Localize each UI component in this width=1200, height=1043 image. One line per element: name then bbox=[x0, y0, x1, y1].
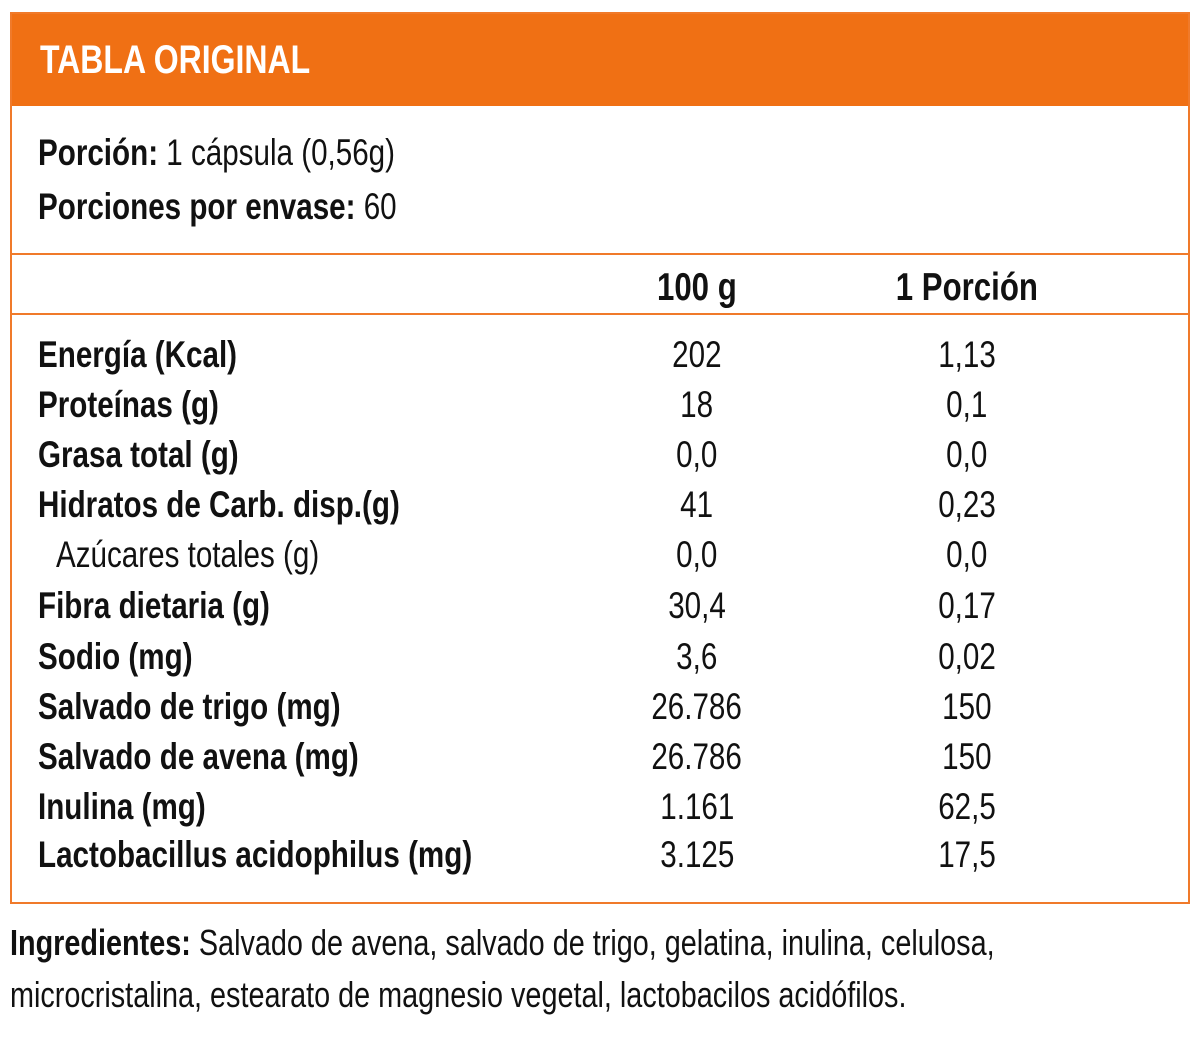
table-row: Lactobacillus acidophilus (mg) 3.125 17,… bbox=[12, 834, 1188, 884]
value-portion: 17,5 bbox=[938, 834, 996, 875]
table-row: Inulina (mg) 1.161 62,5 bbox=[12, 786, 1188, 836]
table-row: Hidratos de Carb. disp.(g) 41 0,23 bbox=[12, 484, 1188, 534]
serving-size: Porción: 1 cápsula (0,56g) bbox=[38, 132, 395, 173]
nutrition-table: TABLA ORIGINAL Porción: 1 cápsula (0,56g… bbox=[10, 12, 1190, 904]
value-portion: 0,0 bbox=[946, 534, 988, 575]
value-100g: 26.786 bbox=[651, 736, 743, 777]
table-row: Fibra dietaria (g) 30,4 0,17 bbox=[12, 585, 1188, 635]
nutrient-name: Salvado de avena (mg) bbox=[38, 736, 359, 777]
value-100g: 202 bbox=[672, 334, 722, 375]
nutrient-name: Azúcares totales (g) bbox=[56, 534, 320, 575]
nutrient-name: Grasa total (g) bbox=[38, 434, 239, 475]
value-portion: 0,02 bbox=[938, 636, 996, 677]
value-portion: 0,17 bbox=[938, 585, 996, 626]
value-100g: 41 bbox=[680, 484, 714, 525]
nutrient-name: Fibra dietaria (g) bbox=[38, 585, 270, 626]
value-100g: 0,0 bbox=[676, 434, 718, 475]
servings-per-container: Porciones por envase: 60 bbox=[38, 186, 397, 227]
value-100g: 0,0 bbox=[676, 534, 718, 575]
nutrient-name: Inulina (mg) bbox=[38, 786, 206, 827]
column-header-portion: 1 Porción bbox=[895, 266, 1039, 309]
value-portion: 150 bbox=[942, 686, 992, 727]
table-row: Salvado de trigo (mg) 26.786 150 bbox=[12, 686, 1188, 736]
table-row: Grasa total (g) 0,0 0,0 bbox=[12, 434, 1188, 484]
value-100g: 30,4 bbox=[668, 585, 726, 626]
column-header-100g: 100 g bbox=[657, 266, 737, 309]
value-portion: 0,23 bbox=[938, 484, 996, 525]
table-row: Sodio (mg) 3,6 0,02 bbox=[12, 636, 1188, 686]
nutrient-name: Hidratos de Carb. disp.(g) bbox=[38, 484, 400, 525]
nutrient-name: Salvado de trigo (mg) bbox=[38, 686, 341, 727]
table-row: Salvado de avena (mg) 26.786 150 bbox=[12, 736, 1188, 786]
value-portion: 1,13 bbox=[938, 334, 996, 375]
value-100g: 18 bbox=[680, 384, 714, 425]
table-row: Azúcares totales (g) 0,0 0,0 bbox=[12, 534, 1188, 584]
value-100g: 1.161 bbox=[659, 786, 735, 827]
value-portion: 0,0 bbox=[946, 434, 988, 475]
nutrient-name: Sodio (mg) bbox=[38, 636, 193, 677]
value-100g: 3.125 bbox=[659, 834, 735, 875]
divider bbox=[12, 313, 1188, 315]
value-portion: 0,1 bbox=[946, 384, 988, 425]
table-row: Energía (Kcal) 202 1,13 bbox=[12, 334, 1188, 384]
nutrient-name: Energía (Kcal) bbox=[38, 334, 238, 375]
value-100g: 26.786 bbox=[651, 686, 743, 727]
value-portion: 62,5 bbox=[938, 786, 996, 827]
ingredients: Ingredientes: Salvado de avena, salvado … bbox=[10, 922, 995, 963]
value-100g: 3,6 bbox=[676, 636, 718, 677]
divider bbox=[12, 253, 1188, 255]
nutrient-name: Proteínas (g) bbox=[38, 384, 219, 425]
nutrient-name: Lactobacillus acidophilus (mg) bbox=[38, 834, 473, 875]
value-portion: 150 bbox=[942, 736, 992, 777]
ingredients-line-2: microcristalina, estearato de magnesio v… bbox=[10, 974, 907, 1015]
table-header: TABLA ORIGINAL bbox=[12, 14, 1188, 106]
table-row: Proteínas (g) 18 0,1 bbox=[12, 384, 1188, 434]
table-title: TABLA ORIGINAL bbox=[40, 38, 311, 82]
